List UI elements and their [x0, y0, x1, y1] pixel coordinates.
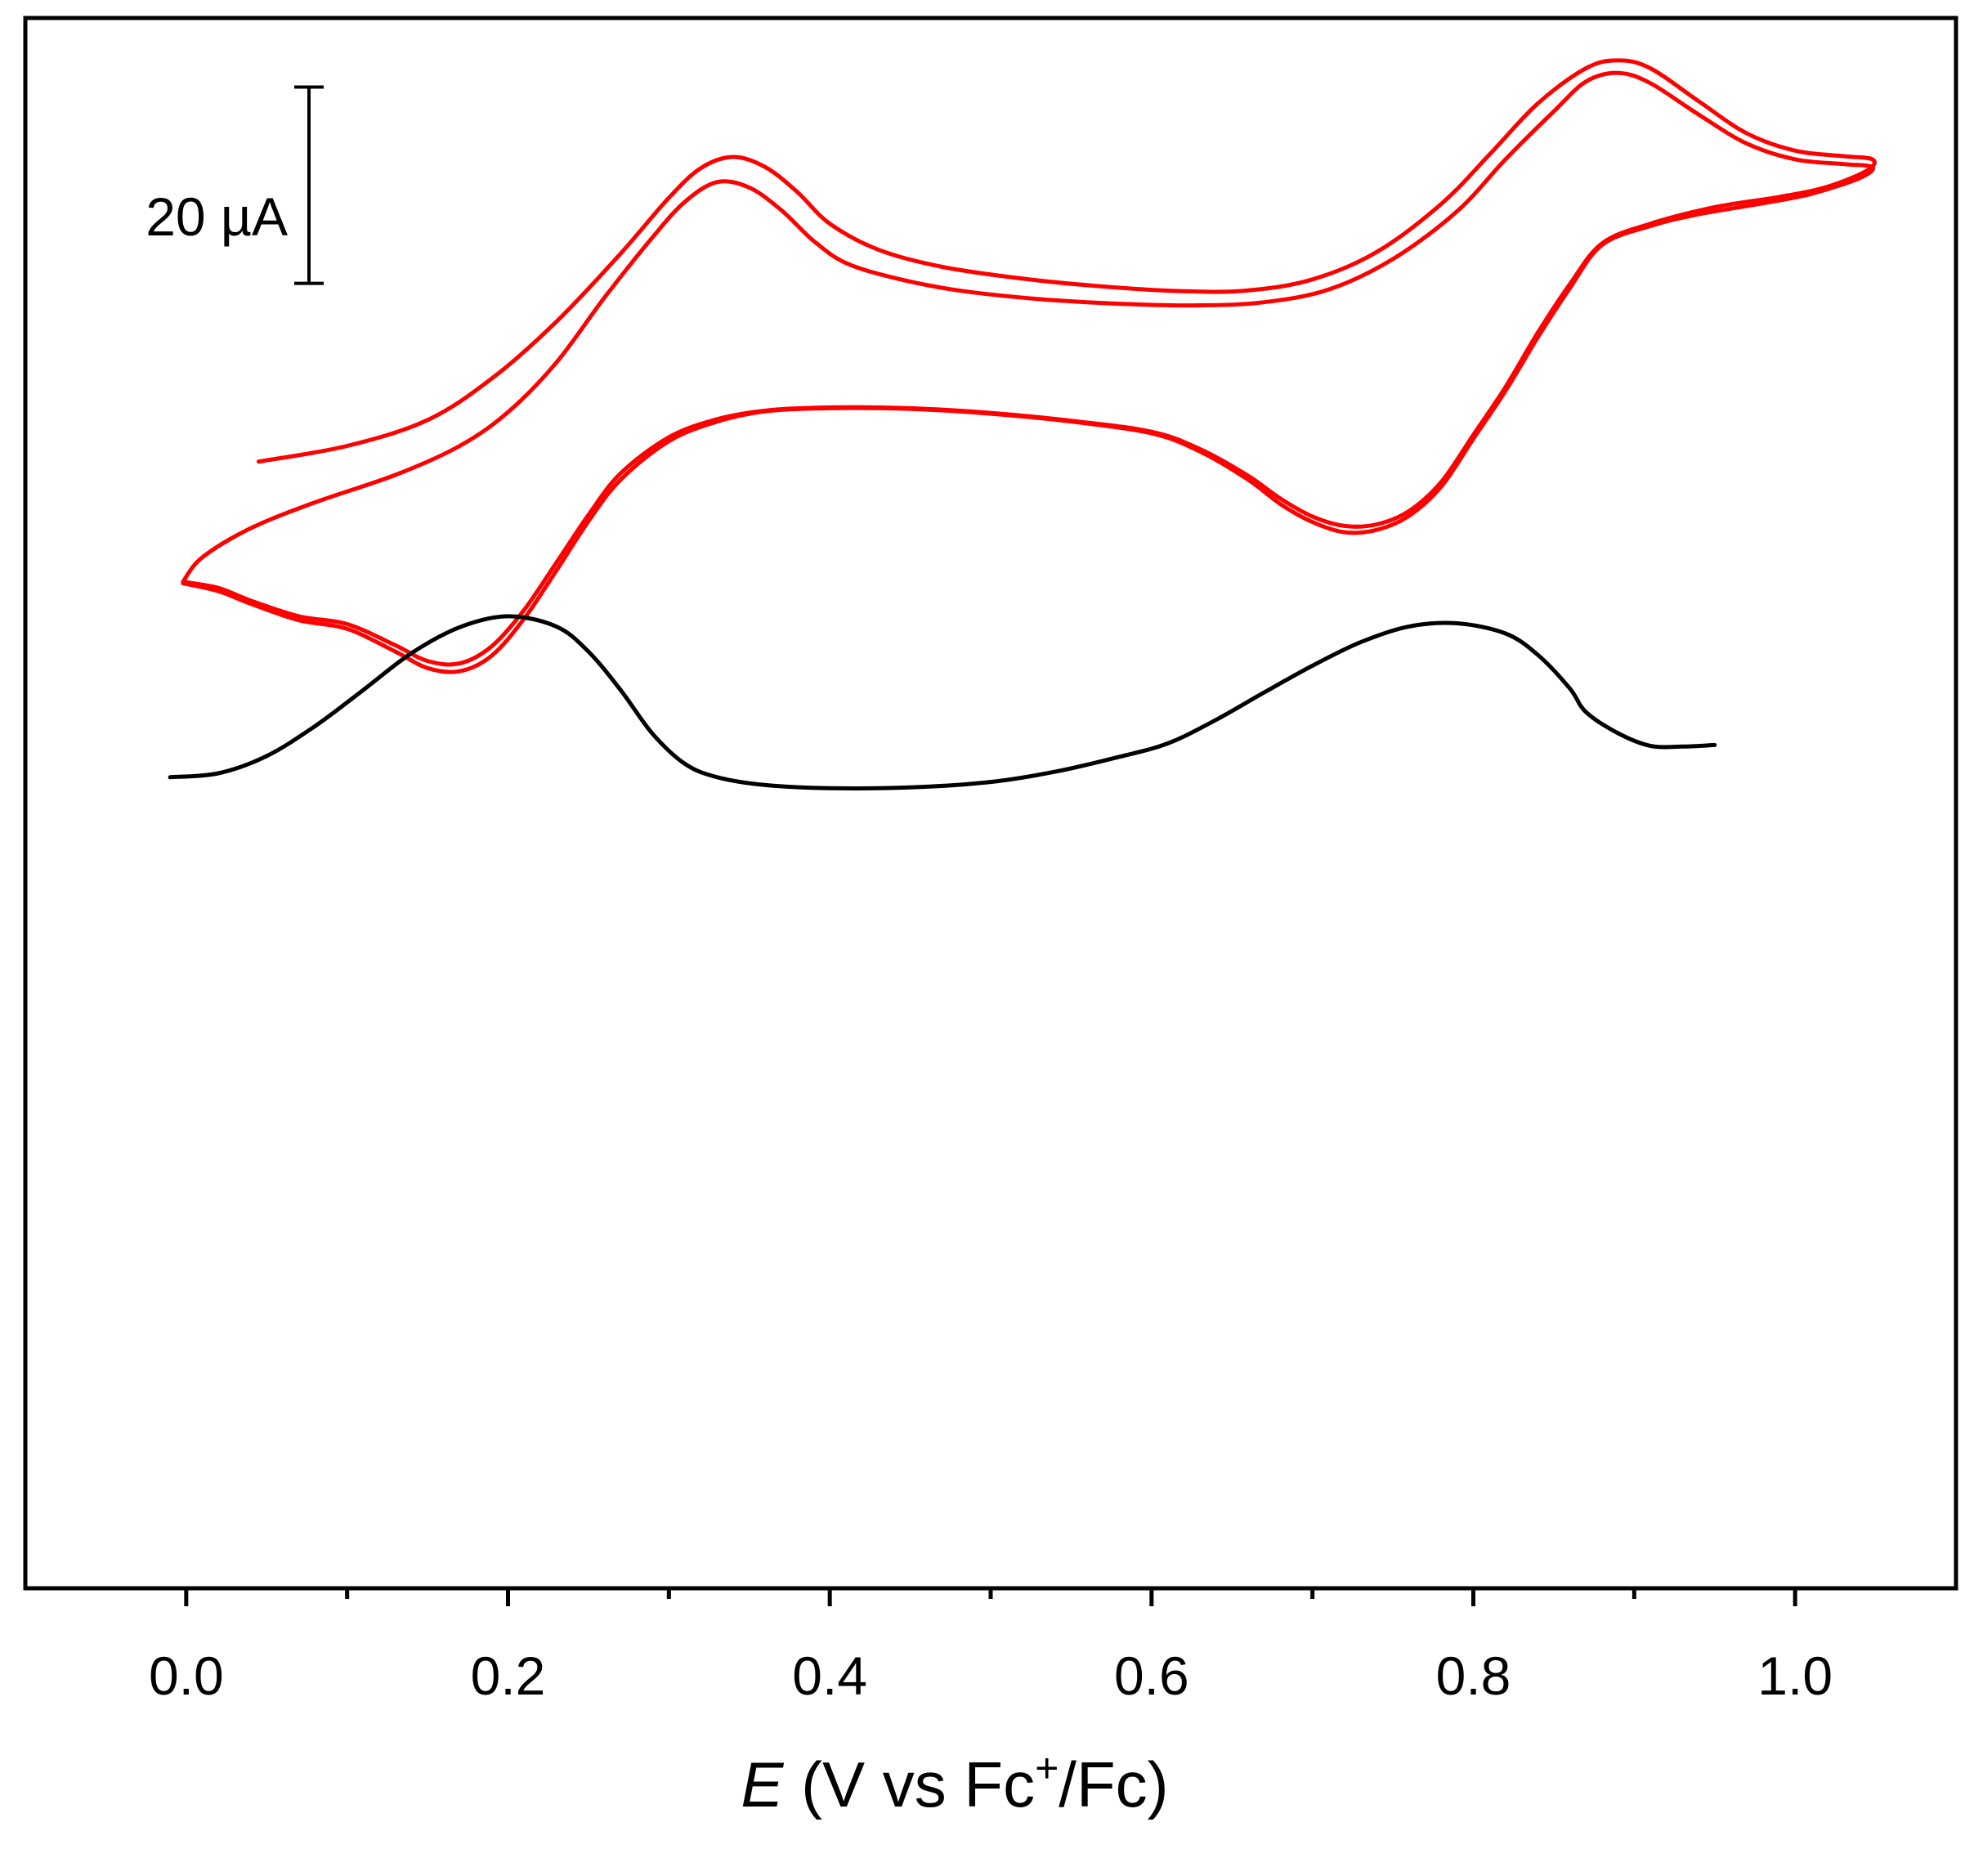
x-tick-label-2: 0.4: [792, 1645, 867, 1706]
x-tick-label-5: 1.0: [1757, 1645, 1833, 1706]
x-axis-tick-labels: 0.0 0.2 0.4 0.6 0.8 1.0: [149, 1645, 1833, 1706]
x-axis-title-end: /Fc): [1059, 1748, 1168, 1820]
x-tick-label-4: 0.8: [1436, 1645, 1511, 1706]
series-line-2: [181, 70, 1875, 674]
scale-bar: 20 µA: [145, 85, 324, 285]
x-tick-label-3: 0.6: [1114, 1645, 1189, 1706]
x-axis-title-variable: E: [741, 1748, 784, 1820]
series-line-1: [181, 58, 1877, 667]
x-axis-title-superscript: +: [1035, 1745, 1059, 1791]
x-tick-label-0: 0.0: [149, 1645, 224, 1706]
plot-frame: [23, 16, 1958, 1591]
series-layer: [168, 58, 1877, 791]
series-line-3: [168, 614, 1717, 791]
x-axis-title: E (V vs Fc+/Fc): [741, 1745, 1168, 1820]
scale-bar-label: 20 µA: [145, 186, 288, 247]
x-axis-ticks: [184, 1588, 1797, 1606]
x-axis-title-text: (V vs Fc: [783, 1748, 1035, 1820]
x-tick-label-1: 0.2: [471, 1645, 546, 1706]
